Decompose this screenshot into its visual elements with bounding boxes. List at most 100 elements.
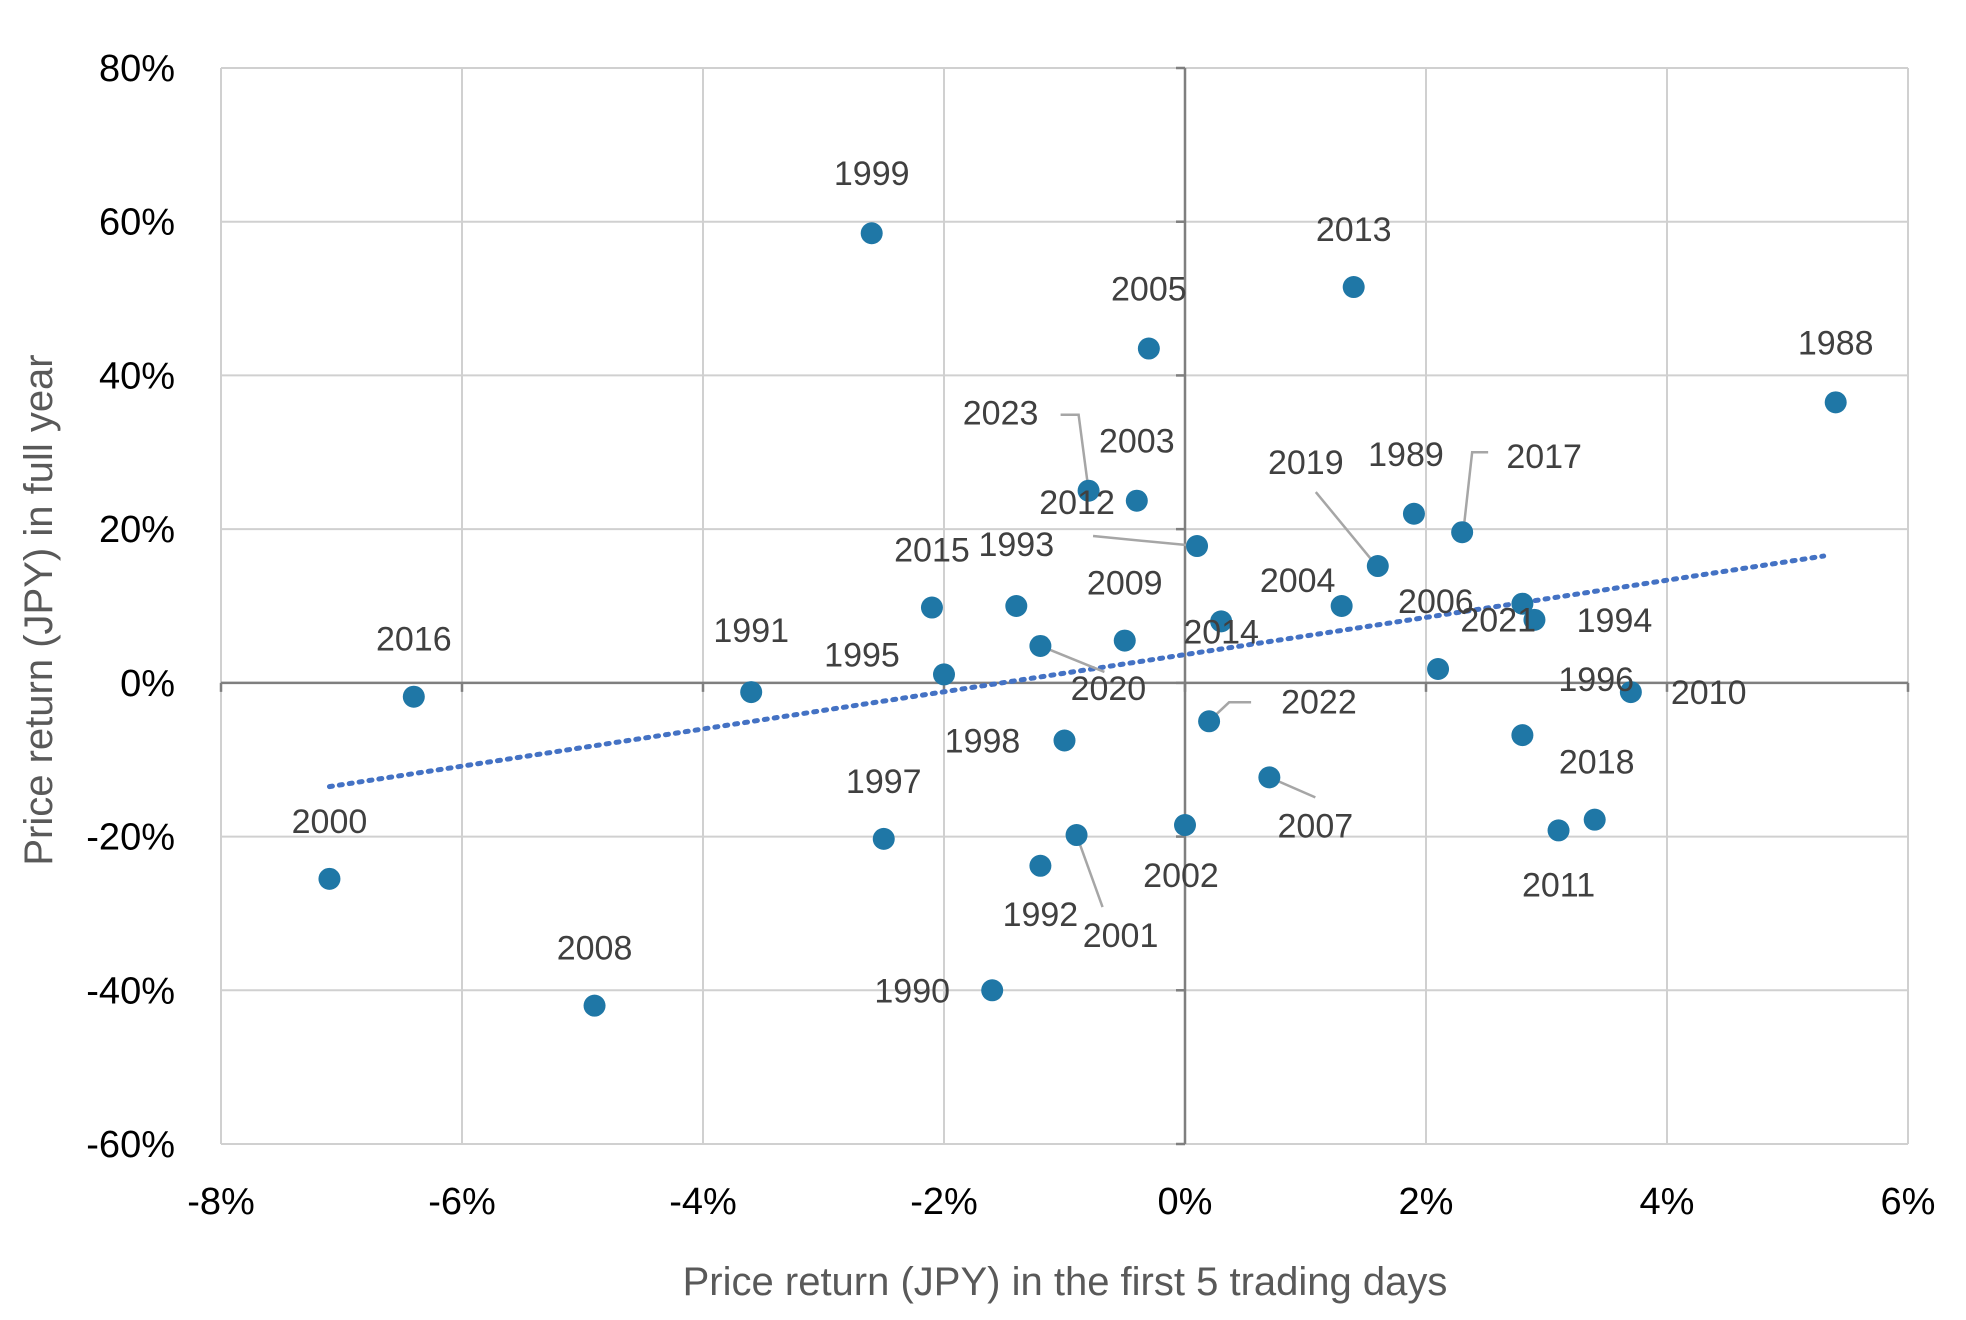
- data-point: [1029, 854, 1052, 877]
- point-label: 2021: [1460, 602, 1536, 640]
- x-tick-label: -6%: [428, 1181, 496, 1223]
- data-point: [1583, 808, 1606, 831]
- point-label: 2012: [1039, 484, 1115, 522]
- y-tick-label: 60%: [99, 202, 175, 244]
- grid-lines: [220, 67, 1909, 1145]
- x-tick-label: -4%: [669, 1181, 737, 1223]
- point-label: 1994: [1577, 602, 1653, 640]
- point-label: 2018: [1559, 744, 1635, 782]
- y-axis-title: Price return (JPY) in full year: [17, 354, 61, 865]
- data-point: [1511, 724, 1534, 747]
- data-point: [1113, 629, 1136, 652]
- data-point: [1125, 489, 1148, 512]
- point-label: 2007: [1278, 807, 1354, 845]
- point-label: 2008: [557, 930, 633, 968]
- data-point: [1330, 595, 1353, 617]
- data-point: [1005, 595, 1028, 617]
- data-point: [583, 994, 606, 1017]
- leader-line: [1314, 491, 1373, 561]
- data-point: [1137, 337, 1160, 360]
- data-point: [860, 222, 883, 245]
- point-label: 2006: [1398, 583, 1474, 621]
- data-point: [1451, 521, 1474, 544]
- data-point: [1077, 479, 1100, 502]
- point-label: 1997: [846, 763, 922, 801]
- x-tick-label: 0%: [1158, 1181, 1213, 1223]
- data-point: [1523, 608, 1546, 631]
- data-point: [1186, 535, 1209, 558]
- data-point: [1342, 276, 1365, 299]
- point-label: 2002: [1143, 857, 1219, 895]
- point-label: 1988: [1798, 324, 1874, 362]
- data-point: [1427, 658, 1450, 681]
- leader-line: [1462, 450, 1489, 525]
- y-tick-label: 80%: [99, 48, 175, 90]
- y-tick-label: 40%: [99, 355, 175, 397]
- point-label: 1993: [978, 526, 1054, 564]
- data-point: [1402, 502, 1425, 525]
- y-tick-label: -40%: [86, 970, 175, 1012]
- point-label: 1998: [945, 723, 1021, 761]
- y-tick-label: -60%: [86, 1124, 175, 1166]
- trendline: [326, 553, 1827, 790]
- data-point: [1824, 391, 1847, 414]
- tick-labels: -8% -6% -4% -2% 0% 2% 4% 6% -60% -40% -20% 0% 20% 40%…: [86, 48, 1935, 1223]
- point-label: 2010: [1671, 674, 1747, 712]
- zero-axes: [219, 66, 1910, 1146]
- data-point: [1547, 819, 1570, 842]
- trendline-layer: [326, 553, 1827, 790]
- point-label: 2004: [1260, 562, 1336, 600]
- data-points: [318, 222, 1847, 1017]
- data-point: [402, 685, 425, 708]
- x-tick-label: 4%: [1640, 1181, 1695, 1223]
- y-tick-label: 20%: [99, 509, 175, 551]
- point-labels: 1988 1989 1990 1991 1992 1993 1994 1995 1996 1997…: [292, 155, 1874, 1010]
- point-label: 2011: [1522, 866, 1595, 904]
- point-label: 2016: [376, 621, 452, 659]
- leader-line: [1060, 413, 1090, 491]
- leader-line: [1075, 834, 1104, 908]
- data-point: [740, 681, 763, 704]
- leader-line: [1039, 644, 1105, 674]
- y-tick-label: -20%: [86, 817, 175, 859]
- data-point: [1619, 681, 1642, 704]
- point-label: 1989: [1368, 436, 1444, 474]
- x-tick-label: -2%: [910, 1181, 978, 1223]
- point-label: 2001: [1083, 917, 1159, 955]
- data-point: [1029, 634, 1052, 657]
- point-label: 2017: [1506, 438, 1582, 476]
- data-point: [318, 867, 341, 890]
- x-tick-label: 2%: [1399, 1181, 1454, 1223]
- point-label: 2019: [1268, 444, 1344, 482]
- data-point: [1258, 766, 1281, 789]
- point-label: 2014: [1183, 613, 1259, 651]
- point-label: 1995: [824, 636, 900, 674]
- data-point: [981, 979, 1004, 1002]
- data-point: [1511, 592, 1534, 615]
- leader-line: [1212, 701, 1252, 719]
- point-label: 2003: [1099, 423, 1175, 461]
- y-tick-label: 0%: [120, 663, 175, 705]
- data-point: [933, 663, 955, 686]
- data-point: [1174, 814, 1196, 837]
- point-label: 2023: [963, 395, 1039, 433]
- point-label: 2000: [292, 803, 368, 841]
- point-label: 1991: [713, 612, 789, 650]
- data-point: [1366, 555, 1389, 578]
- point-label: 2005: [1111, 271, 1187, 309]
- point-label: 2015: [894, 532, 970, 570]
- leader-line: [1092, 534, 1198, 548]
- point-label: 1990: [874, 972, 950, 1010]
- x-tick-label: 6%: [1881, 1181, 1936, 1223]
- data-point: [1053, 729, 1076, 752]
- x-tick-label: -8%: [187, 1181, 255, 1223]
- x-axis-title: Price return (JPY) in the first 5 tradin…: [683, 1260, 1448, 1304]
- data-point: [1065, 824, 1088, 847]
- point-label: 2022: [1281, 683, 1357, 721]
- data-point: [1198, 710, 1221, 733]
- data-point: [920, 596, 943, 619]
- point-label: 1992: [1003, 896, 1079, 934]
- data-point: [1210, 610, 1233, 633]
- point-label: 1996: [1558, 661, 1634, 699]
